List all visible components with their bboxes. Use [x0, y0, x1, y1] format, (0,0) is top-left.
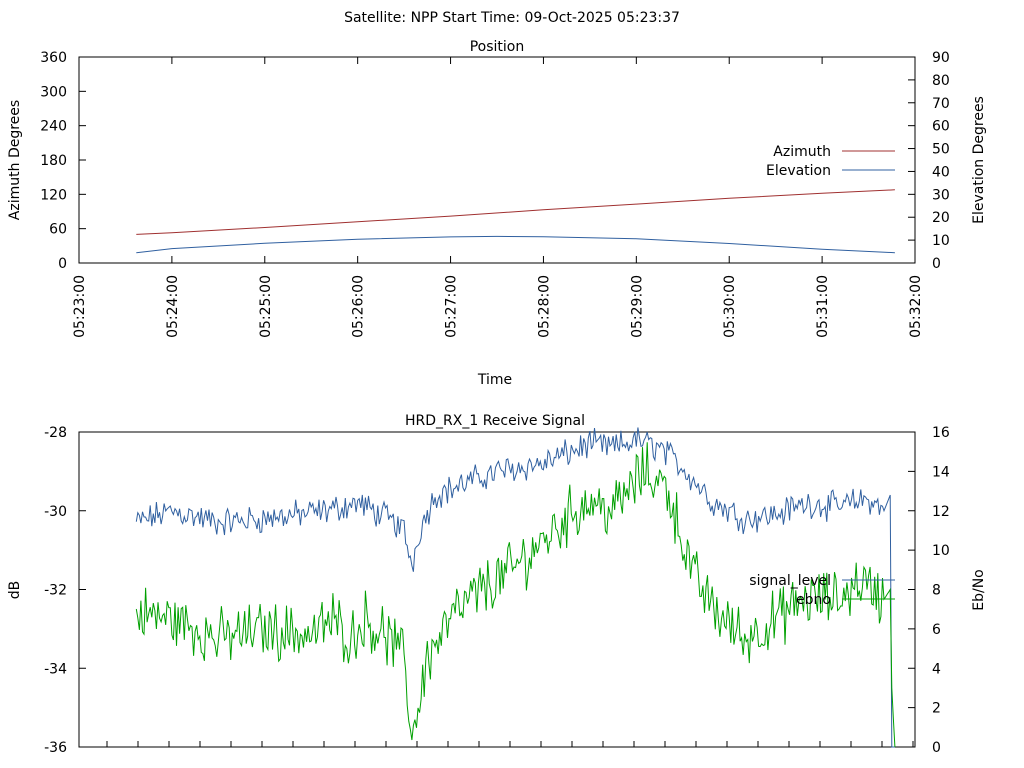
- y2-tick-label: 10: [932, 543, 950, 559]
- y-tick-label: -32: [44, 583, 67, 599]
- y2-tick-label: 50: [932, 142, 950, 158]
- x-tick-label: 05:23:00: [72, 275, 88, 338]
- y-tick-label: -34: [44, 661, 67, 677]
- receive-signal-chart: HRD_RX_1 Receive Signal dB Eb/No -28 -30 -…: [7, 413, 987, 756]
- x-tick-label: 05:29:00: [629, 275, 645, 338]
- y2-tick-label: 6: [932, 622, 941, 638]
- y2-tick-label: 20: [932, 210, 950, 226]
- series-line-azimuth: [136, 189, 895, 235]
- y2-tick-label: 30: [932, 187, 950, 203]
- y-tick-label: 60: [49, 222, 67, 238]
- legend-label: ebno: [796, 592, 831, 608]
- x-tick-label: 05:32:00: [908, 275, 924, 338]
- x-tick-label: 05:27:00: [444, 275, 460, 338]
- x-tick-label: 05:31:00: [815, 275, 831, 338]
- y-tick-label: -30: [44, 504, 67, 520]
- y2-tick-label: 14: [932, 464, 950, 480]
- y-tick-label: 360: [40, 50, 67, 66]
- y-tick-label: 0: [58, 256, 67, 272]
- receive-signal-plot-frame: [78, 431, 916, 748]
- y2-tick-label: 70: [932, 96, 950, 112]
- y-tick-label: 180: [40, 153, 67, 169]
- position-chart: Position Azimuth Degrees Elevation Degre…: [7, 39, 987, 388]
- receive-signal-title: HRD_RX_1 Receive Signal: [405, 413, 585, 429]
- y2-tick-label: 40: [932, 164, 950, 180]
- y2-tick-label: 0: [932, 740, 941, 756]
- x-tick-label: 05:25:00: [258, 275, 274, 338]
- y2-tick-label: 4: [932, 661, 941, 677]
- ebno-axis-label: Eb/No: [971, 569, 987, 611]
- elevation-axis-label: Elevation Degrees: [971, 96, 987, 224]
- legend-label: Azimuth: [773, 144, 831, 160]
- time-axis-label: Time: [477, 372, 512, 388]
- position-title: Position: [470, 39, 525, 55]
- y2-tick-label: 12: [932, 504, 950, 520]
- x-tick-label: 05:28:00: [536, 275, 552, 338]
- position-plot-frame: [78, 56, 916, 264]
- db-axis-label: dB: [7, 581, 23, 600]
- series-line-ebno: [135, 442, 896, 748]
- y2-tick-label: 60: [932, 119, 950, 135]
- y2-tick-label: 0: [932, 256, 941, 272]
- y2-tick-label: 90: [932, 50, 950, 66]
- y2-tick-label: 8: [932, 583, 941, 599]
- x-tick-label: 05:24:00: [165, 275, 181, 338]
- y2-tick-label: 80: [932, 73, 950, 89]
- y2-tick-label: 16: [932, 425, 950, 441]
- series-line-signal-level: [135, 427, 895, 748]
- y2-tick-label: 2: [932, 701, 941, 717]
- y-tick-label: 300: [40, 84, 67, 100]
- y-tick-label: 240: [40, 119, 67, 135]
- y2-tick-label: 10: [932, 233, 950, 249]
- y-tick-label: 120: [40, 187, 67, 203]
- series-line-elevation: [136, 235, 895, 254]
- azimuth-axis-label: Azimuth Degrees: [7, 100, 23, 220]
- y-tick-label: -28: [44, 425, 67, 441]
- legend-label: Elevation: [766, 163, 831, 179]
- x-tick-label: 05:30:00: [722, 275, 738, 338]
- x-tick-label: 05:26:00: [351, 275, 367, 338]
- y-tick-label: -36: [44, 740, 67, 756]
- figure-header: Satellite: NPP Start Time: 09-Oct-2025 0…: [344, 10, 680, 26]
- legend-label: signal_level: [749, 573, 831, 589]
